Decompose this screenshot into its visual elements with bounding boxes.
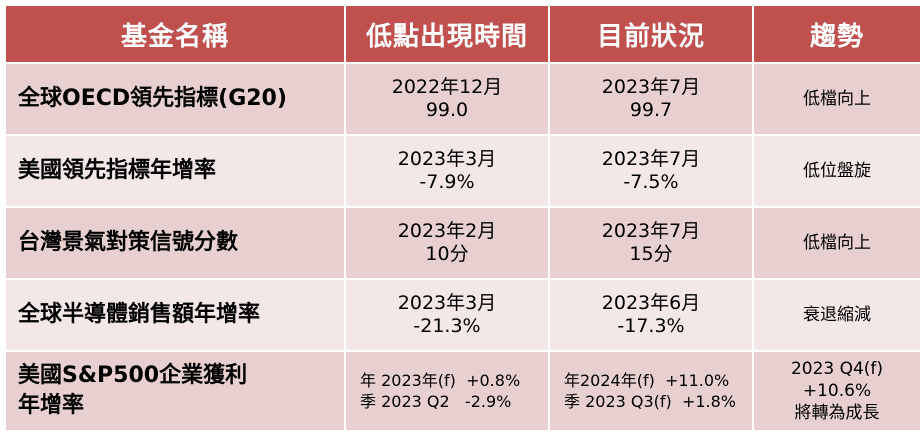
- now-date: 2023年7月: [601, 220, 701, 242]
- row-name: 全球OECD領先指標(G20): [18, 86, 287, 111]
- row-name: 台灣景氣對策信號分數: [18, 230, 239, 255]
- low-value: 99.0: [425, 99, 469, 121]
- header-fund-name: 基金名稱: [4, 4, 346, 64]
- row-trend-cell: 衰退縮減: [752, 278, 922, 352]
- row-low-cell: 年 2023年(f) +0.8% 季 2023 Q2 -2.9%: [344, 350, 550, 432]
- table-row: 台灣景氣對策信號分數 2023年2月 10分 2023年7月 15分 低檔向上: [4, 206, 922, 280]
- row-now-cell: 2023年7月 15分: [548, 206, 754, 280]
- low-value: 10分: [425, 243, 469, 265]
- now-quarterly: 季 2023 Q3(f) +1.8%: [564, 392, 737, 411]
- low-value: -7.9%: [419, 171, 475, 193]
- row-name-cell: 全球OECD領先指標(G20): [4, 62, 346, 136]
- header-current-status: 目前狀況: [548, 4, 754, 64]
- fund-indicator-table-container: 基金名稱 低點出現時間 目前狀況 趨勢 全球OECD領先指標(G20) 2022…: [4, 4, 922, 432]
- row-now-cell: 2023年7月 -7.5%: [548, 134, 754, 208]
- row-name-continued: 年增率: [18, 393, 85, 418]
- table-header-row: 基金名稱 低點出現時間 目前狀況 趨勢: [4, 4, 922, 64]
- trend-text: 將轉為成長: [794, 403, 880, 423]
- now-date: 2023年6月: [601, 292, 701, 314]
- now-value: 99.7: [629, 99, 673, 121]
- low-date: 2023年3月: [397, 292, 497, 314]
- row-now-cell: 年2024年(f) +11.0% 季 2023 Q3(f) +1.8%: [548, 350, 754, 432]
- row-low-cell: 2023年3月 -21.3%: [344, 278, 550, 352]
- row-name: 全球半導體銷售額年增率: [18, 302, 261, 327]
- table-row: 美國領先指標年增率 2023年3月 -7.9% 2023年7月 -7.5% 低位…: [4, 134, 922, 208]
- trend-value: +10.6%: [802, 381, 872, 401]
- low-date: 2023年2月: [397, 220, 497, 242]
- row-name: 美國S&P500企業獲利: [18, 363, 248, 388]
- row-low-cell: 2023年3月 -7.9%: [344, 134, 550, 208]
- row-name-cell: 台灣景氣對策信號分數: [4, 206, 346, 280]
- header-trend: 趨勢: [752, 4, 922, 64]
- now-date: 2023年7月: [601, 148, 701, 170]
- trend-text: 低檔向上: [803, 89, 871, 109]
- row-trend-cell: 低位盤旋: [752, 134, 922, 208]
- low-quarterly: 季 2023 Q2 -2.9%: [360, 392, 512, 411]
- row-now-cell: 2023年7月 99.7: [548, 62, 754, 136]
- table-row: 全球半導體銷售額年增率 2023年3月 -21.3% 2023年6月 -17.3…: [4, 278, 922, 352]
- trend-text: 低檔向上: [803, 233, 871, 253]
- row-name: 美國領先指標年增率: [18, 158, 217, 183]
- header-low-time: 低點出現時間: [344, 4, 550, 64]
- table-row: 全球OECD領先指標(G20) 2022年12月 99.0 2023年7月 99…: [4, 62, 922, 136]
- trend-period: 2023 Q4(f): [790, 359, 884, 379]
- table-row: 美國S&P500企業獲利 年增率 年 2023年(f) +0.8% 季 2023…: [4, 350, 922, 432]
- low-annual: 年 2023年(f) +0.8%: [360, 371, 521, 390]
- now-annual: 年2024年(f) +11.0%: [564, 371, 730, 390]
- row-low-cell: 2022年12月 99.0: [344, 62, 550, 136]
- trend-text: 低位盤旋: [803, 161, 871, 181]
- low-date: 2022年12月: [391, 76, 503, 98]
- now-value: -7.5%: [623, 171, 679, 193]
- row-name-cell: 美國領先指標年增率: [4, 134, 346, 208]
- fund-indicator-table: 基金名稱 低點出現時間 目前狀況 趨勢 全球OECD領先指標(G20) 2022…: [4, 4, 922, 432]
- now-value: -17.3%: [617, 315, 685, 337]
- row-low-cell: 2023年2月 10分: [344, 206, 550, 280]
- row-trend-cell: 2023 Q4(f) +10.6% 將轉為成長: [752, 350, 922, 432]
- row-now-cell: 2023年6月 -17.3%: [548, 278, 754, 352]
- now-date: 2023年7月: [601, 76, 701, 98]
- row-name-cell: 全球半導體銷售額年增率: [4, 278, 346, 352]
- now-value: 15分: [629, 243, 673, 265]
- row-name-cell: 美國S&P500企業獲利 年增率: [4, 350, 346, 432]
- low-date: 2023年3月: [397, 148, 497, 170]
- row-trend-cell: 低檔向上: [752, 206, 922, 280]
- trend-text: 衰退縮減: [803, 305, 871, 325]
- row-trend-cell: 低檔向上: [752, 62, 922, 136]
- low-value: -21.3%: [413, 315, 481, 337]
